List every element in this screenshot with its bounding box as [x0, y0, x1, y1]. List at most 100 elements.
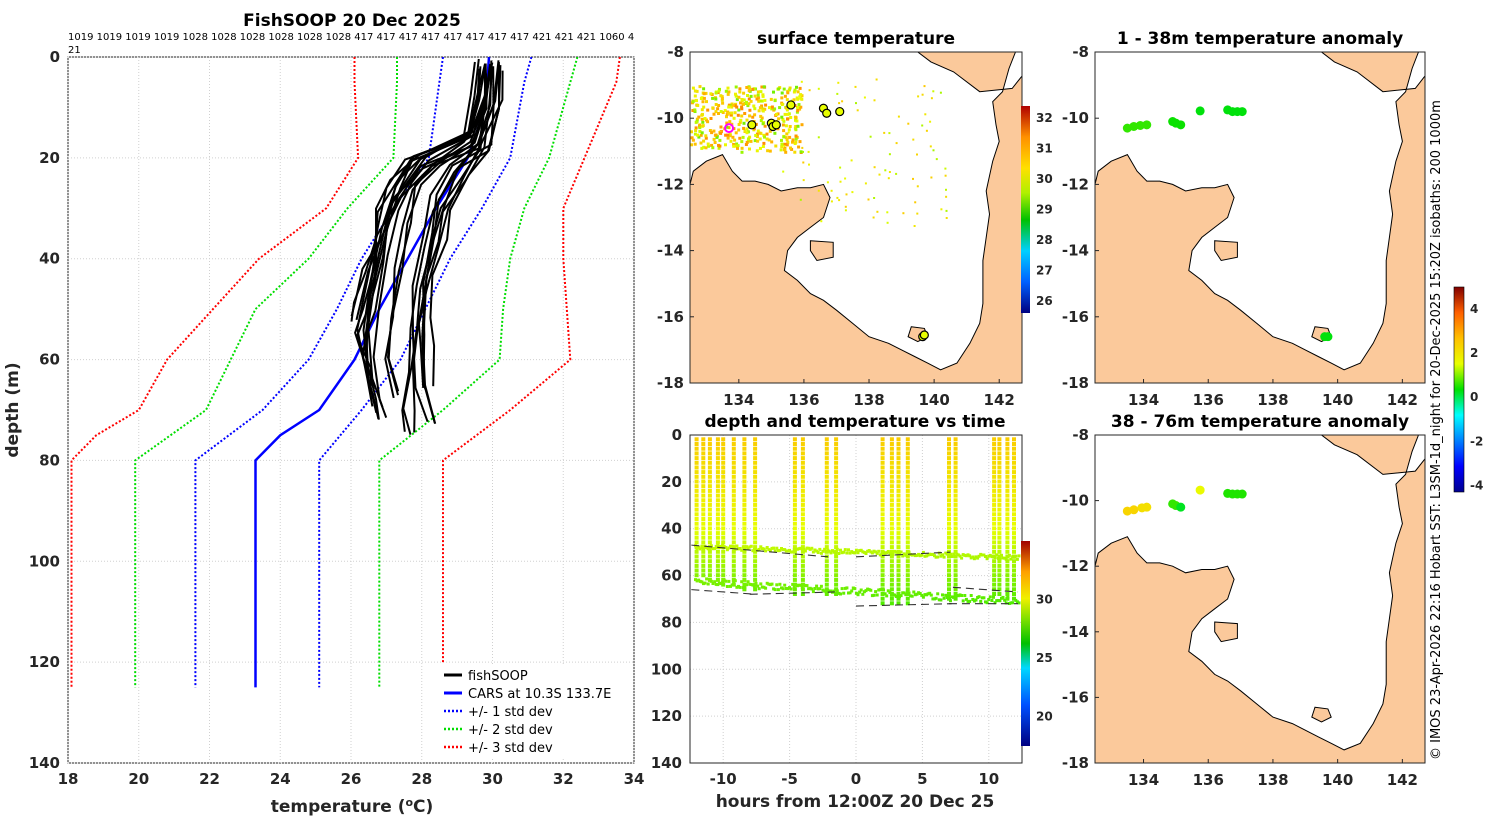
time-sample	[824, 437, 829, 442]
sst-pixel	[744, 143, 748, 146]
time-sample	[715, 517, 720, 521]
time-sample	[698, 547, 702, 551]
sst-pixel	[780, 91, 784, 95]
sst-pixel	[798, 140, 802, 144]
time-sample	[731, 559, 736, 564]
time-colorbar	[1021, 541, 1030, 746]
sst-pixel	[753, 107, 757, 111]
time-sample	[800, 592, 805, 596]
time-sample	[1012, 456, 1016, 461]
time-sample	[904, 593, 908, 597]
sst-pixel	[802, 161, 805, 164]
profile-y-tick: 80	[39, 451, 60, 469]
time-sample	[765, 581, 769, 585]
time-sample	[953, 531, 958, 536]
map-y-tick: -8	[667, 43, 684, 61]
time-sample	[742, 470, 747, 475]
time-sample	[947, 592, 951, 596]
time-sample	[880, 540, 885, 545]
time-sample	[834, 521, 839, 526]
time-sample	[708, 578, 712, 582]
time-sample	[757, 587, 761, 591]
time-sample	[880, 502, 885, 507]
sst-pixel	[736, 146, 739, 150]
profile-title: FishSOOP 20 Dec 2025	[243, 11, 461, 31]
time-sample	[896, 535, 901, 540]
time-sample	[715, 498, 720, 503]
time-sample	[707, 465, 712, 470]
profile-x-tick: 30	[482, 770, 503, 788]
sst-pixel	[929, 120, 932, 123]
sst-pixel	[887, 177, 890, 180]
time-sample	[834, 456, 839, 461]
time-sample	[896, 573, 901, 578]
time-sample	[834, 526, 839, 531]
time-y-tick: 40	[661, 520, 682, 538]
time-sample	[953, 568, 958, 573]
time-sample	[1006, 595, 1010, 599]
time-sample	[773, 588, 777, 592]
time-sample	[834, 470, 839, 475]
time-sample	[797, 547, 801, 551]
sst-pixel	[760, 116, 764, 120]
time-sample	[800, 559, 805, 564]
time-sample	[824, 573, 829, 578]
sst-pixel	[720, 98, 724, 102]
time-sample	[997, 517, 1002, 521]
anomaly-cbar-tick: 2	[1470, 346, 1478, 360]
time-sample	[721, 582, 726, 587]
time-sample	[721, 580, 725, 584]
time-sample	[889, 493, 894, 498]
time-sample	[997, 582, 1002, 587]
sst-pixel	[864, 182, 867, 185]
sst-pixel	[732, 143, 736, 146]
time-sample	[1012, 512, 1016, 517]
time-sample	[767, 548, 771, 552]
time-sample	[899, 594, 903, 598]
time-sample	[834, 498, 839, 503]
time-sample	[731, 563, 736, 568]
sst-pixel	[761, 122, 765, 126]
sst-pixel	[762, 133, 766, 137]
time-sample	[1017, 601, 1021, 605]
time-sample	[896, 442, 901, 446]
sst-pixel	[855, 102, 857, 105]
time-sample	[715, 456, 720, 461]
sst-pixel	[867, 198, 870, 201]
time-sample	[947, 582, 951, 587]
time-sample	[992, 474, 997, 479]
time-sample	[731, 554, 736, 559]
sst-pixel	[930, 97, 933, 100]
time-x-tick: -10	[710, 770, 737, 788]
time-sample	[997, 488, 1002, 493]
time-dashed-lines	[691, 544, 1019, 607]
time-sample	[697, 578, 701, 582]
time-sample	[869, 550, 873, 554]
time-sample	[707, 554, 712, 559]
time-sample	[945, 596, 949, 599]
time-sample	[715, 507, 720, 512]
time-sample	[939, 598, 943, 602]
time-sample	[1005, 559, 1010, 564]
map1-title: surface temperature	[757, 29, 955, 49]
time-sample	[953, 451, 958, 456]
time-sample	[694, 451, 699, 456]
time-sample	[867, 588, 871, 592]
time-sample	[1012, 549, 1016, 554]
time-sample	[905, 442, 910, 446]
anomaly-point	[1176, 502, 1186, 512]
sst-pixel	[774, 144, 778, 148]
time-sample	[810, 587, 814, 591]
time-sample	[819, 551, 823, 555]
time-sample	[721, 488, 726, 493]
sst-pixel	[795, 85, 798, 89]
sst-pixel	[760, 104, 764, 108]
sst-pixel	[698, 85, 702, 89]
time-sample	[834, 568, 839, 573]
time-sample	[889, 446, 894, 451]
time-sample	[997, 437, 1002, 442]
time-sample	[915, 592, 919, 596]
time-sample	[800, 451, 805, 456]
time-sample	[990, 599, 994, 602]
sst-pixel	[725, 121, 729, 125]
